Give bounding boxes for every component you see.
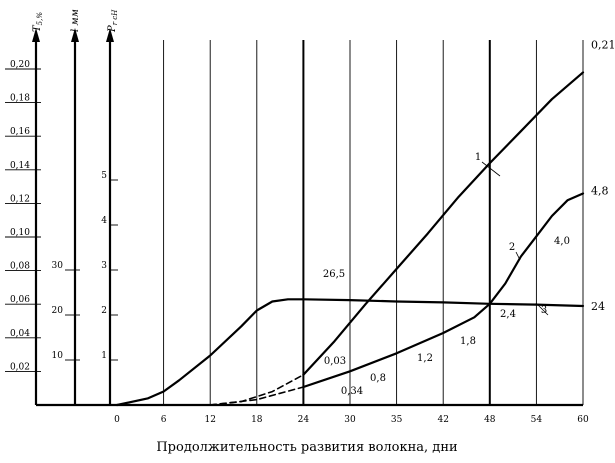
y-axis-title-p: Pr cН — [107, 9, 119, 33]
series-3-line — [115, 298, 585, 407]
y-tick-label: 0,16 — [10, 127, 30, 137]
y-tick-label: 3 — [101, 261, 107, 271]
curve-label: 1 — [475, 152, 481, 163]
end-value-label: 24 — [591, 300, 605, 313]
point-value-label: 1,8 — [460, 336, 476, 347]
point-value-label: 26,5 — [323, 269, 345, 280]
x-tick-label: 6 — [161, 415, 167, 425]
annotations: 12326,50,030,340,81,21,82,44,00,214,824 — [323, 38, 615, 397]
y-axis-arrow — [71, 28, 79, 42]
y-tick-label: 10 — [52, 351, 64, 361]
y-tick-label: 0,08 — [10, 262, 30, 272]
point-value-label: 0,8 — [370, 373, 386, 384]
y-tick-label: 0,02 — [10, 362, 30, 372]
point-value-label: 0,03 — [324, 356, 346, 367]
x-tick-label: 54 — [531, 415, 543, 425]
y-tick-label: 0,06 — [10, 295, 30, 305]
y-tick-label: 0,20 — [10, 60, 30, 70]
y-tick-label: 0,12 — [10, 194, 30, 204]
y-tick-label: 5 — [101, 171, 107, 181]
x-tick-label: 48 — [484, 415, 496, 425]
x-tick-label: 30 — [344, 415, 356, 425]
y-axis-title-l-part: l мм — [70, 9, 81, 32]
series-2-dashed — [209, 386, 305, 406]
x-tick-labels: 0 6 12 18 24 30 35 42 48 54 60 — [114, 415, 589, 425]
y-axis-title-t-part: 5,% — [36, 12, 44, 26]
x-tick-label: 35 — [391, 415, 403, 425]
point-value-label: 2,4 — [500, 309, 516, 320]
y-tick-label: 0,10 — [10, 228, 30, 238]
y-axis-arrow — [106, 28, 114, 42]
y-axis-title-p-part: r cН — [111, 9, 119, 25]
y-axis-title-l: l мм — [70, 9, 81, 32]
x-tick-label: 12 — [204, 415, 215, 425]
end-value-label: 4,8 — [591, 185, 609, 198]
series-group — [115, 71, 585, 407]
y-tick-label: 0,18 — [10, 94, 30, 104]
y-tick-label: 30 — [52, 261, 64, 271]
x-tick-label: 18 — [251, 415, 263, 425]
x-axis-title: Продолжительность развития волокна, дни — [156, 440, 457, 455]
y-axis-title-p-part: P — [107, 25, 118, 33]
point-value-label: 1,2 — [417, 353, 433, 364]
y-tick-label: 4 — [101, 216, 107, 226]
y-tick-label: 20 — [52, 306, 64, 316]
curve-label-leader — [535, 302, 549, 316]
y-axis-title-t-part: T — [32, 24, 43, 32]
y-axes: 0,02 0,04 0,06 0,08 0,10 0,12 0,14 0,16 0,18 0,20… — [5, 9, 583, 407]
x-tick-label: 60 — [577, 415, 589, 425]
series-2-line — [302, 192, 585, 389]
vertical-gridlines — [163, 40, 584, 405]
y-tick-label: 2 — [101, 306, 107, 316]
curve-label-leader — [481, 161, 501, 177]
curve-label-leader — [515, 251, 521, 261]
y-axis-title-t: T5,% — [32, 12, 44, 32]
x-tick-label: 0 — [114, 415, 120, 425]
y-tick-label: 0,04 — [10, 329, 30, 339]
y-tick-label: 0,14 — [10, 161, 30, 171]
point-value-label: 0,34 — [341, 386, 363, 397]
point-value-label: 4,0 — [554, 236, 570, 247]
y-tick-label: 1 — [101, 351, 107, 361]
x-tick-label: 24 — [298, 415, 310, 425]
series-1-line — [302, 71, 585, 376]
x-tick-label: 42 — [437, 415, 448, 425]
y-axis-arrow — [32, 28, 40, 42]
curve-label: 2 — [509, 242, 515, 253]
end-value-label: 0,21 — [591, 38, 615, 51]
